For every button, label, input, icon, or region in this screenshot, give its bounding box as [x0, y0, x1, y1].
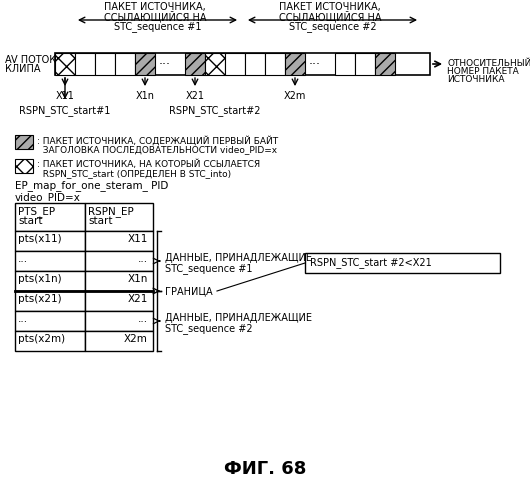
- Text: RSPN_STC_start#2: RSPN_STC_start#2: [169, 105, 261, 116]
- Bar: [85, 311, 153, 331]
- Text: ССЫЛАЮЩИЙСЯ НА: ССЫЛАЮЩИЙСЯ НА: [279, 11, 381, 22]
- Text: НОМЕР ПАКЕТА: НОМЕР ПАКЕТА: [447, 67, 519, 76]
- Text: STC_sequence #2: STC_sequence #2: [289, 21, 376, 32]
- Text: video_PID=x: video_PID=x: [15, 192, 81, 203]
- Text: RSPN_EP: RSPN_EP: [88, 206, 134, 217]
- Text: X21: X21: [186, 91, 205, 101]
- Bar: [85, 271, 153, 291]
- Bar: [15, 331, 85, 351]
- Text: ...: ...: [18, 314, 28, 324]
- Bar: [75, 53, 95, 75]
- Text: : ПАКЕТ ИСТОЧНИКА, СОДЕРЖАЩИЙ ПЕРВЫЙ БАЙТ: : ПАКЕТ ИСТОЧНИКА, СОДЕРЖАЩИЙ ПЕРВЫЙ БАЙ…: [37, 136, 278, 146]
- Text: ЗАГОЛОВКА ПОСЛЕДОВАТЕЛЬНОСТИ video_PID=x: ЗАГОЛОВКА ПОСЛЕДОВАТЕЛЬНОСТИ video_PID=x: [37, 145, 277, 154]
- Text: X2m: X2m: [124, 334, 148, 344]
- Bar: [305, 253, 500, 273]
- Bar: [15, 251, 85, 271]
- Bar: [335, 53, 355, 75]
- Bar: [15, 291, 85, 311]
- Bar: [205, 53, 225, 75]
- Text: КЛИПА: КЛИПА: [5, 64, 40, 74]
- Bar: [15, 135, 33, 149]
- Bar: [15, 311, 85, 331]
- Bar: [15, 271, 85, 291]
- Bar: [15, 159, 33, 173]
- Bar: [95, 53, 115, 75]
- Bar: [185, 53, 205, 75]
- Bar: [15, 231, 85, 251]
- Bar: [135, 53, 155, 75]
- Text: pts(x1n): pts(x1n): [18, 274, 61, 284]
- Bar: [85, 251, 153, 271]
- Bar: [85, 331, 153, 351]
- Text: X2m: X2m: [284, 91, 306, 101]
- Text: ...: ...: [309, 54, 321, 66]
- Text: STC_sequence #2: STC_sequence #2: [165, 323, 253, 334]
- Text: start: start: [18, 216, 42, 226]
- Bar: [85, 291, 153, 311]
- Text: ИСТОЧНИКА: ИСТОЧНИКА: [447, 75, 505, 84]
- Text: ...: ...: [159, 54, 171, 66]
- Text: ПАКЕТ ИСТОЧНИКА,: ПАКЕТ ИСТОЧНИКА,: [279, 2, 381, 12]
- Bar: [85, 203, 153, 231]
- Text: ДАННЫЕ, ПРИНАДЛЕЖАЩИЕ: ДАННЫЕ, ПРИНАДЛЕЖАЩИЕ: [165, 313, 312, 323]
- Text: ГРАНИЦА: ГРАНИЦА: [165, 286, 213, 296]
- Text: ДАННЫЕ, ПРИНАДЛЕЖАЩИЕ: ДАННЫЕ, ПРИНАДЛЕЖАЩИЕ: [165, 253, 312, 263]
- Text: STC_sequence #1: STC_sequence #1: [165, 263, 252, 274]
- Text: ...: ...: [18, 254, 28, 264]
- Text: X11: X11: [56, 91, 74, 101]
- Bar: [55, 53, 430, 75]
- Bar: [265, 53, 285, 75]
- Bar: [55, 53, 75, 75]
- Text: PTS_EP: PTS_EP: [18, 206, 55, 217]
- Bar: [85, 231, 153, 251]
- Text: X21: X21: [128, 294, 148, 304]
- Bar: [375, 53, 395, 75]
- Text: STC_sequence #1: STC_sequence #1: [114, 21, 201, 32]
- Text: pts(x2m): pts(x2m): [18, 334, 65, 344]
- Bar: [245, 53, 265, 75]
- Text: X1n: X1n: [136, 91, 155, 101]
- Text: ПАКЕТ ИСТОЧНИКА,: ПАКЕТ ИСТОЧНИКА,: [104, 2, 206, 12]
- Text: EP_map_for_one_steram_ PID: EP_map_for_one_steram_ PID: [15, 180, 169, 191]
- Text: pts(x11): pts(x11): [18, 234, 61, 244]
- Text: ОТНОСИТЕЛЬНЫЙ: ОТНОСИТЕЛЬНЫЙ: [447, 59, 530, 68]
- Text: X11: X11: [128, 234, 148, 244]
- Text: AV ПОТОК: AV ПОТОК: [5, 55, 56, 65]
- Bar: [15, 203, 85, 231]
- Bar: [225, 53, 245, 75]
- Bar: [285, 53, 305, 75]
- Bar: [355, 53, 375, 75]
- Text: RSPN_STC_start (ОПРЕДЕЛЕН В STC_into): RSPN_STC_start (ОПРЕДЕЛЕН В STC_into): [37, 169, 231, 178]
- Bar: [115, 53, 135, 75]
- Text: RSPN_STC_start#1: RSPN_STC_start#1: [19, 105, 111, 116]
- Text: ...: ...: [138, 254, 148, 264]
- Text: X1n: X1n: [128, 274, 148, 284]
- Text: ...: ...: [138, 314, 148, 324]
- Text: pts(x21): pts(x21): [18, 294, 61, 304]
- Text: ССЫЛАЮЩИЙСЯ НА: ССЫЛАЮЩИЙСЯ НА: [104, 11, 206, 22]
- Text: ФИГ. 68: ФИГ. 68: [224, 460, 306, 478]
- Text: : ПАКЕТ ИСТОЧНИКА, НА КОТОРЫЙ ССЫЛАЕТСЯ: : ПАКЕТ ИСТОЧНИКА, НА КОТОРЫЙ ССЫЛАЕТСЯ: [37, 160, 260, 170]
- Text: RSPN_STC_start #2<X21: RSPN_STC_start #2<X21: [310, 257, 432, 268]
- Text: start: start: [88, 216, 112, 226]
